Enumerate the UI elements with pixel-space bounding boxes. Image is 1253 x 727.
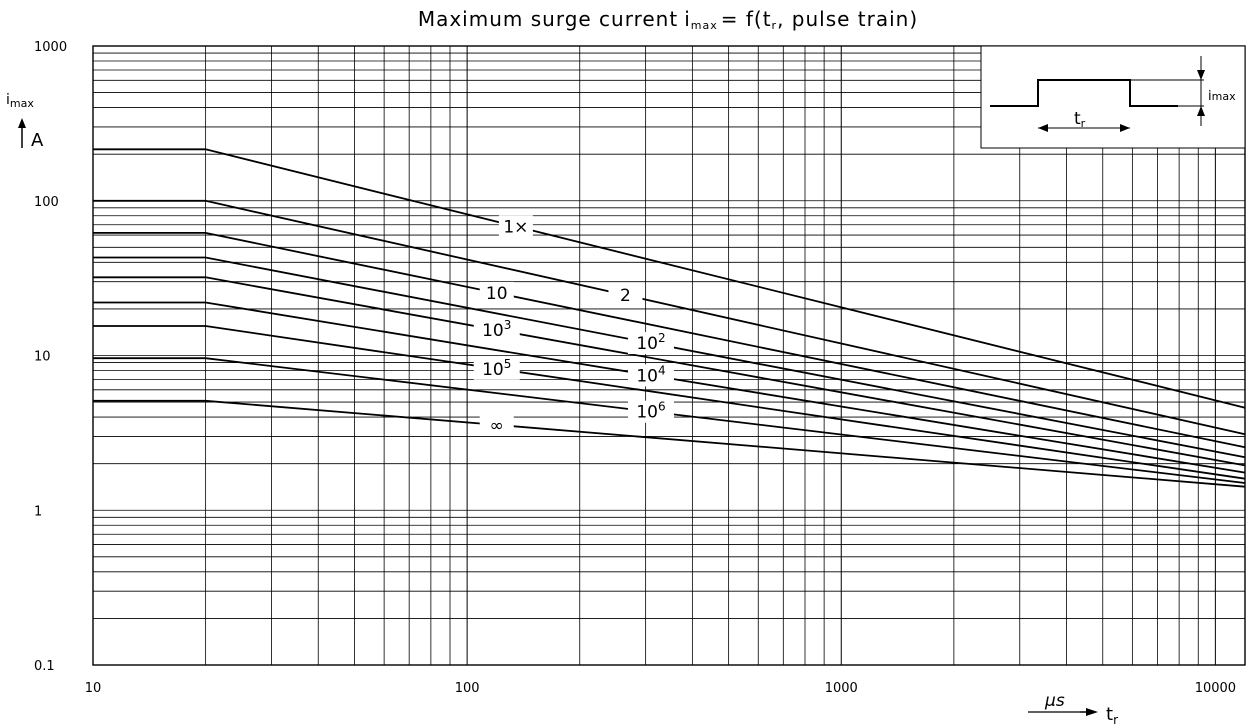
series-line: [93, 301, 1246, 474]
series-line: [93, 199, 1246, 436]
series-label: 1×: [503, 217, 528, 237]
series-line: [93, 231, 1246, 449]
y-tick-label: 10: [34, 350, 51, 365]
y-label-sub: max: [10, 97, 34, 110]
inset-t-symbol: t: [1074, 109, 1081, 129]
series-label: 104: [636, 363, 665, 386]
x-axis-label: µs tr: [1028, 691, 1118, 727]
grid: [93, 46, 1245, 665]
series-line: [93, 256, 1246, 459]
inset-i-arrow-bottom: [1197, 106, 1205, 116]
series-label-bg: [627, 364, 674, 387]
series-line: [93, 148, 1246, 409]
plot-border: [92, 45, 1246, 666]
title-equation: = f(t: [721, 7, 772, 31]
y-label-symbol: i: [6, 92, 10, 108]
x-label-symbol: t: [1106, 704, 1113, 725]
y-tick-label: 1: [34, 504, 42, 519]
svg-text:imax: imax: [6, 92, 34, 110]
plot-frame: [92, 45, 1246, 666]
series-label-bg: [608, 284, 643, 307]
y-tick-label: 0.1: [34, 659, 55, 674]
series-label-bg: [627, 400, 674, 423]
inset-background: [980, 45, 1246, 149]
tick-labels: 10 100 1000 10000 0.1 1 10 100 1000: [34, 40, 1236, 696]
series-label: 106: [636, 400, 665, 423]
title-rest: , pulse train): [777, 7, 918, 31]
series-label-bg: [498, 215, 533, 238]
inset-t-arrow-left: [1038, 124, 1048, 132]
series-label-bg: [479, 281, 514, 304]
series-line: [93, 357, 1246, 484]
series-label: 102: [636, 331, 665, 354]
title-symbol: i: [684, 7, 691, 31]
x-tick-label: 10: [85, 681, 102, 696]
inset-i-sub: max: [1212, 90, 1236, 103]
title-equation-sub: r: [772, 19, 778, 32]
series-lines: [93, 148, 1246, 488]
x-label-unit: µs: [1044, 691, 1065, 711]
svg-text:imax: imax: [1208, 89, 1236, 104]
series-line: [93, 399, 1246, 488]
title-main: Maximum surge current: [418, 7, 678, 31]
y-axis-label: imax A: [6, 92, 44, 151]
series-line: [93, 276, 1246, 467]
pulse-inset: tr imax: [980, 45, 1246, 149]
series-label-bg: [473, 357, 520, 380]
series-label-bg: [479, 413, 514, 436]
svg-text:tr: tr: [1106, 704, 1118, 727]
series-label-bg: [473, 318, 520, 341]
inset-t-sub: r: [1081, 117, 1086, 130]
chart-title: Maximum surge current imax = f(tr, pulse t…: [418, 7, 918, 32]
series-label: 105: [482, 357, 511, 380]
x-tick-label: 1000: [825, 681, 858, 696]
x-label-arrow-head: [1086, 708, 1098, 716]
y-tick-label: 1000: [34, 40, 67, 55]
x-tick-label: 100: [455, 681, 480, 696]
title-symbol-sub: max: [691, 19, 718, 32]
series-label: 10: [486, 284, 508, 304]
series-labels: 1× 2 10 102 103 104 105 106 ∞: [473, 215, 674, 436]
series-label: 2: [620, 286, 631, 306]
series-line: [93, 325, 1246, 480]
y-label-arrow-head: [18, 118, 26, 128]
series-label-bg: [627, 332, 674, 355]
svg-text:tr: tr: [1074, 109, 1086, 130]
x-tick-label: 10000: [1195, 681, 1236, 696]
series-label: ∞: [490, 416, 504, 436]
series-label: 103: [482, 318, 511, 341]
inset-pulse-shape: [990, 79, 1178, 107]
inset-i-arrow-top: [1197, 70, 1205, 80]
inset-t-arrow-right: [1120, 124, 1130, 132]
y-label-unit: A: [31, 130, 44, 151]
inset-i-symbol: i: [1208, 89, 1212, 104]
y-tick-label: 100: [34, 195, 59, 210]
x-label-sub: r: [1113, 713, 1118, 727]
